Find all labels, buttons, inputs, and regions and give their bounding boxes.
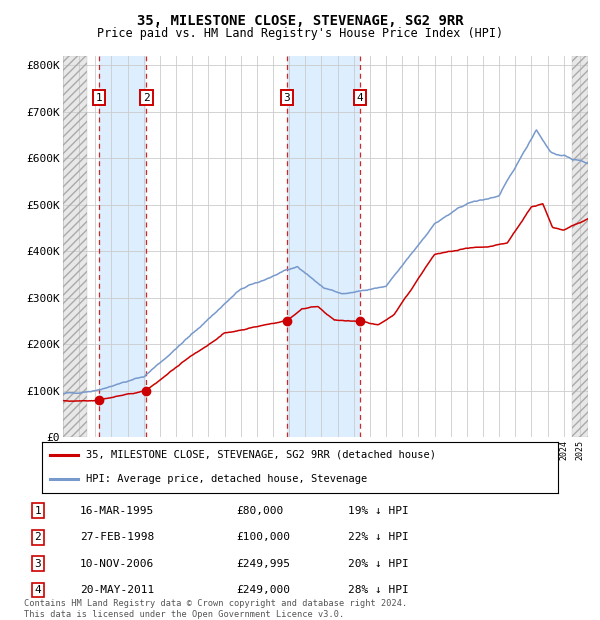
Text: 35, MILESTONE CLOSE, STEVENAGE, SG2 9RR (detached house): 35, MILESTONE CLOSE, STEVENAGE, SG2 9RR … (86, 450, 436, 460)
Text: 19% ↓ HPI: 19% ↓ HPI (347, 506, 409, 516)
Text: 27-FEB-1998: 27-FEB-1998 (80, 533, 154, 542)
Text: 3: 3 (35, 559, 41, 569)
Bar (63, 56, 87, 437)
Bar (572, 56, 588, 437)
Text: Price paid vs. HM Land Registry's House Price Index (HPI): Price paid vs. HM Land Registry's House … (97, 27, 503, 40)
Bar (98, 56, 146, 437)
Text: 3: 3 (284, 92, 290, 103)
Text: Contains HM Land Registry data © Crown copyright and database right 2024.
This d: Contains HM Land Registry data © Crown c… (24, 600, 407, 619)
Text: £100,000: £100,000 (236, 533, 290, 542)
Text: 20% ↓ HPI: 20% ↓ HPI (347, 559, 409, 569)
Text: 4: 4 (35, 585, 41, 595)
Text: 1: 1 (95, 92, 102, 103)
Text: 22% ↓ HPI: 22% ↓ HPI (347, 533, 409, 542)
Text: 2: 2 (143, 92, 150, 103)
Text: 4: 4 (356, 92, 363, 103)
Bar (63, 56, 87, 437)
Text: 35, MILESTONE CLOSE, STEVENAGE, SG2 9RR: 35, MILESTONE CLOSE, STEVENAGE, SG2 9RR (137, 14, 463, 28)
Text: £249,000: £249,000 (236, 585, 290, 595)
Text: £249,995: £249,995 (236, 559, 290, 569)
Text: HPI: Average price, detached house, Stevenage: HPI: Average price, detached house, Stev… (86, 474, 367, 484)
Text: 20-MAY-2011: 20-MAY-2011 (80, 585, 154, 595)
Text: 16-MAR-1995: 16-MAR-1995 (80, 506, 154, 516)
Bar (287, 56, 360, 437)
Text: £80,000: £80,000 (236, 506, 283, 516)
Text: 28% ↓ HPI: 28% ↓ HPI (347, 585, 409, 595)
Bar (572, 56, 588, 437)
Text: 1: 1 (35, 506, 41, 516)
Text: 10-NOV-2006: 10-NOV-2006 (80, 559, 154, 569)
Text: 2: 2 (35, 533, 41, 542)
